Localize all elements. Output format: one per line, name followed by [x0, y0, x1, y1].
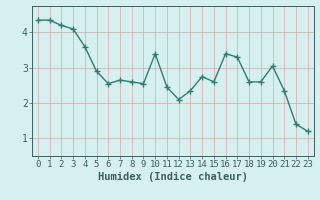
X-axis label: Humidex (Indice chaleur): Humidex (Indice chaleur) [98, 172, 248, 182]
